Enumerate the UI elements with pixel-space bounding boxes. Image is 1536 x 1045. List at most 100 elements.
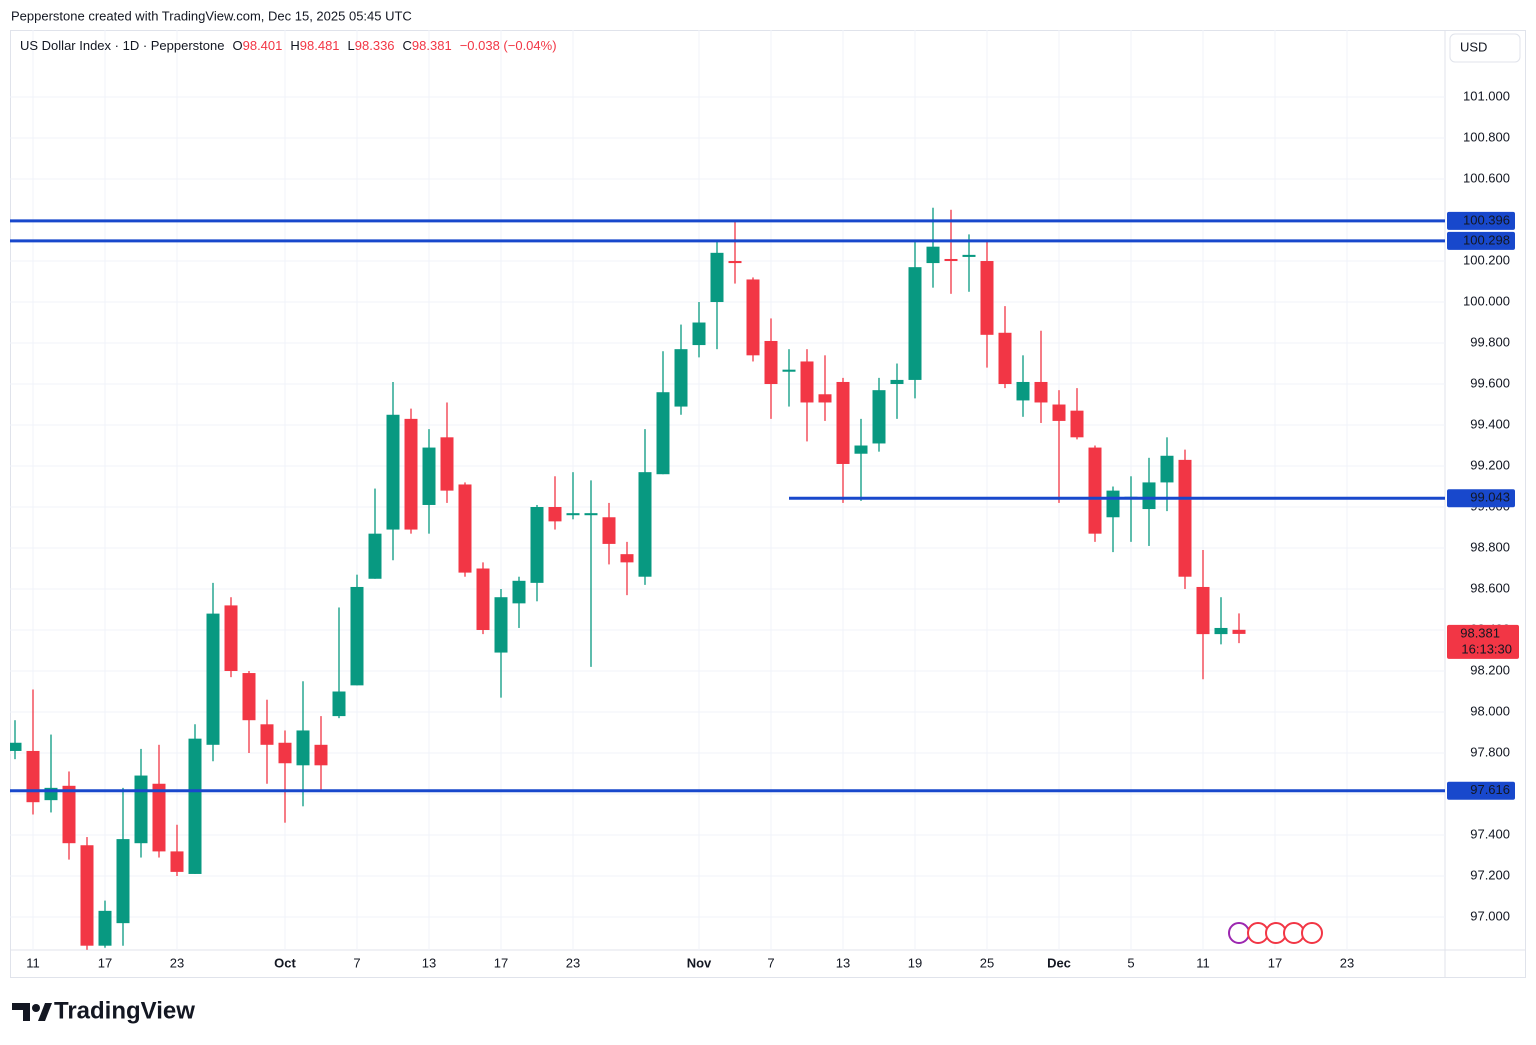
candle-body [404, 418, 418, 530]
candle-body [944, 258, 958, 262]
candle-body [800, 361, 814, 403]
candle-body [1088, 447, 1102, 534]
level-label: 100.298 [1463, 232, 1510, 247]
candle-body [242, 673, 256, 721]
legend-open: 98.401 [243, 38, 283, 53]
candle-body [1070, 410, 1084, 438]
candle-body [656, 392, 670, 475]
candle-body [116, 839, 130, 924]
candle-body [1214, 627, 1228, 635]
candle-body [710, 252, 724, 303]
candle-body [638, 472, 652, 577]
candle-body [674, 349, 688, 407]
candle-body [566, 513, 580, 516]
y-tick-label: 99.800 [1470, 334, 1510, 349]
candle-body [134, 775, 148, 844]
x-tick-label: 23 [170, 955, 184, 970]
candle-body [620, 554, 634, 563]
candle-body [206, 613, 220, 745]
x-tick-label: Oct [274, 955, 296, 970]
candle-body [1052, 404, 1066, 421]
x-tick-label: 25 [980, 955, 994, 970]
level-label: 100.396 [1463, 212, 1510, 227]
x-tick-label: 17 [1268, 955, 1282, 970]
legend-c: C [403, 38, 412, 53]
candle-body [152, 783, 166, 852]
event-icon [1228, 922, 1250, 944]
legend-symbol: US Dollar Index · 1D · Pepperstone [20, 38, 224, 53]
candle-body [890, 379, 904, 385]
level-label-box [1447, 781, 1515, 800]
y-tick-label: 99.200 [1470, 457, 1510, 472]
x-tick-label: 11 [26, 955, 40, 970]
x-tick-label: 23 [566, 955, 580, 970]
candle-body [1196, 586, 1210, 635]
candle-body [962, 254, 976, 257]
candle-body [1232, 629, 1246, 634]
y-tick-label: 99.600 [1470, 375, 1510, 390]
header: Pepperstone created with TradingView.com… [11, 8, 412, 23]
legend-close: 98.381 [412, 38, 452, 53]
logo-dot [32, 1004, 40, 1012]
candle-body [368, 533, 382, 579]
x-tick-label: 7 [353, 955, 360, 970]
candle-body [746, 279, 760, 356]
candle-body [98, 910, 112, 946]
logo-shape [38, 1003, 52, 1021]
last-price-box [1447, 624, 1519, 659]
candle-body [782, 369, 796, 372]
candle-body [26, 750, 40, 803]
candle-body [998, 332, 1012, 385]
last-price: 98.381 [1460, 625, 1500, 640]
x-tick-label: 17 [98, 955, 112, 970]
candle-body [314, 744, 328, 766]
candle-body [440, 437, 454, 491]
level-label: 97.616 [1470, 782, 1510, 797]
level-label-box [1447, 231, 1515, 250]
candle-body [980, 261, 994, 335]
candle-body [512, 580, 526, 604]
x-tick-label: 17 [494, 955, 508, 970]
candle-body [602, 517, 616, 544]
candle-body [692, 322, 706, 346]
chart-frame [10, 30, 1526, 978]
candle-body [476, 568, 490, 631]
candle-body [1034, 381, 1048, 403]
level-label-box [1447, 489, 1515, 508]
axes: 97.00097.20097.40097.60097.80098.00098.2… [26, 88, 1519, 970]
logo-shape [12, 1003, 30, 1021]
candle-body [458, 484, 472, 573]
candle-body [188, 738, 202, 874]
candle-body [80, 845, 94, 946]
candle-body [332, 691, 346, 717]
y-tick-label: 98.200 [1470, 662, 1510, 677]
y-tick-label: 97.400 [1470, 826, 1510, 841]
x-tick-label: 19 [908, 955, 922, 970]
candle-body [260, 724, 274, 745]
y-tick-label: 97.200 [1470, 867, 1510, 882]
candle-body [854, 445, 868, 454]
currency: USD [1460, 39, 1487, 54]
x-tick-label: 23 [1340, 955, 1354, 970]
candle-body [62, 785, 76, 844]
candle-body [530, 507, 544, 583]
legend-low: 98.336 [355, 38, 395, 53]
legend-change: −0.038 (−0.04%) [460, 38, 557, 53]
event-icons [1228, 922, 1323, 944]
candle-body [836, 381, 850, 464]
candle-body [584, 513, 598, 516]
level-label: 99.043 [1470, 490, 1510, 505]
candle-body [926, 246, 940, 264]
currency-button[interactable] [1449, 33, 1521, 63]
candle-body [872, 390, 886, 444]
x-tick-label: 13 [422, 955, 436, 970]
candle-body [908, 267, 922, 380]
y-tick-label: 97.000 [1470, 908, 1510, 923]
candle-body [548, 507, 562, 522]
y-tick-label: 98.000 [1470, 703, 1510, 718]
y-tick-label: 99.400 [1470, 416, 1510, 431]
candle-body [10, 742, 22, 751]
y-tick-label: 98.600 [1470, 580, 1510, 595]
